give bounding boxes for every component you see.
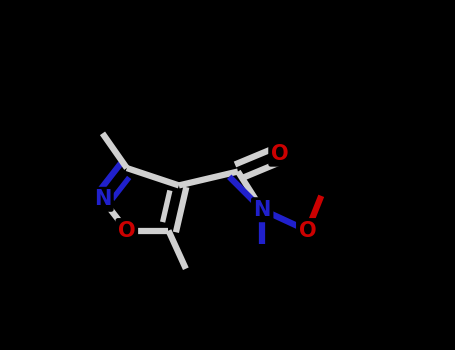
Text: O: O (271, 144, 288, 164)
Text: N: N (94, 189, 111, 209)
Text: O: O (118, 220, 136, 240)
Text: O: O (298, 220, 316, 240)
Text: N: N (253, 200, 271, 220)
